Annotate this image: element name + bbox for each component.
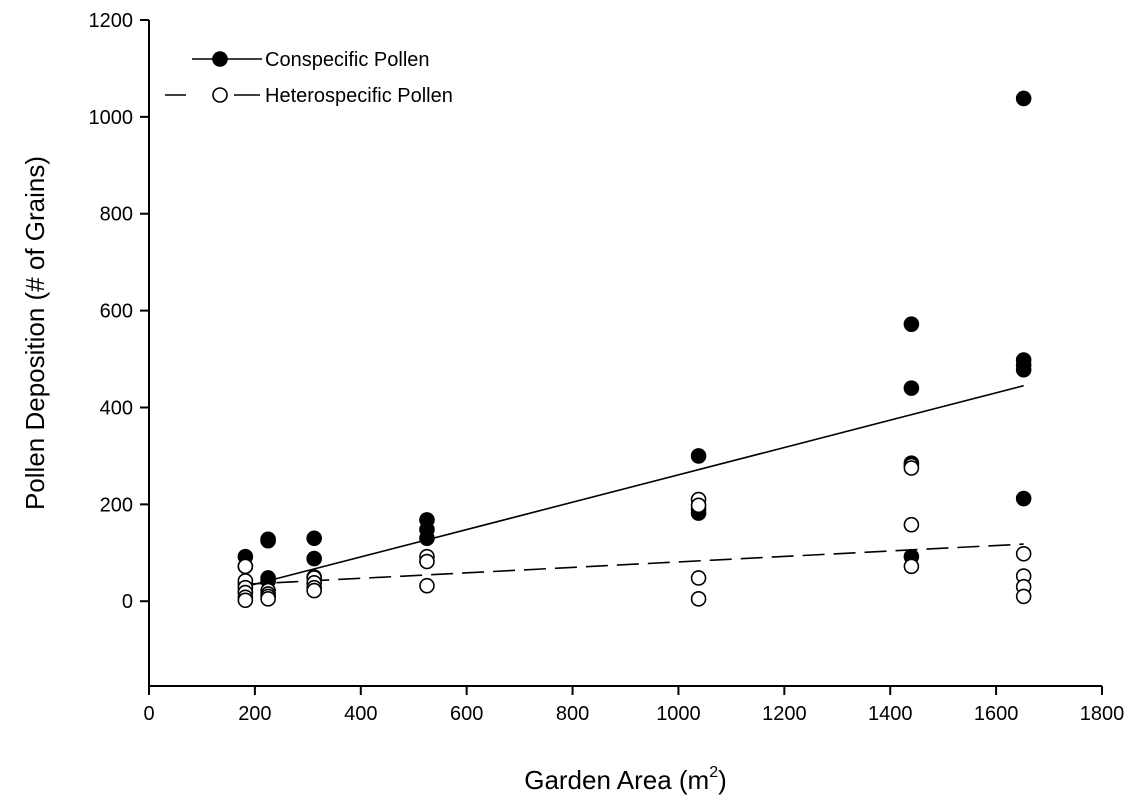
conspecific-point [419,530,435,547]
heterospecific-point [306,582,322,599]
heterospecific-point [1015,588,1032,605]
conspecific-point [903,380,920,396]
legend: Conspecific Pollen Heterospecific Pollen [165,49,453,107]
heterospecific-point [260,591,276,607]
x-axis-title: Garden Area (m2) [524,764,727,795]
heterospecific-point [690,591,707,607]
x-tick-label: 1200 [762,703,807,725]
data-points [237,90,1032,609]
x-tick-label: 1400 [868,703,913,725]
x-tick-label: 200 [238,703,271,725]
y-tick-label: 0 [122,591,133,613]
y-tick-label: 1200 [89,10,134,32]
trend-lines [245,384,1024,588]
x-tick-label: 1600 [974,703,1019,725]
y-tick-label: 1000 [89,107,134,129]
conspecific-point [260,532,276,549]
x-tick-label: 400 [344,703,377,725]
heterospecific-point [690,570,707,586]
legend-label-conspecific: Conspecific Pollen [265,49,430,71]
y-tick-label: 600 [100,301,133,323]
x-tick-label: 800 [556,703,589,725]
x-axis-title-main: Garden Area (m [524,765,709,795]
y-axis-title: Pollen Deposition (# of Grains) [20,156,50,510]
conspecific-point [306,530,322,547]
heterospecific-point [237,592,254,609]
y-tick-label: 400 [100,397,133,419]
conspecific-point [903,316,920,332]
x-tick-label: 1000 [656,703,701,725]
y-tick-label: 800 [100,204,133,226]
axes [148,20,1102,687]
legend-label-heterospecific: Heterospecific Pollen [265,85,453,107]
conspecific-point [1015,490,1032,507]
conspecific-point [1015,361,1032,378]
heterospecific-point [419,577,435,594]
x-axis-title-close: ) [718,765,727,795]
trend-line-conspecific [245,384,1024,588]
legend-marker-conspecific [212,51,228,67]
y-ticks: 0 200 400 600 800 1000 1200 [89,10,149,613]
heterospecific-point [237,558,254,575]
x-tick-label: 0 [143,703,154,725]
x-ticks: 0 200 400 600 800 1000 1200 1400 1600 1800 [143,686,1124,725]
heterospecific-point [903,460,920,476]
x-tick-label: 600 [450,703,483,725]
conspecific-point [1015,90,1032,107]
x-tick-label: 1800 [1080,703,1125,725]
legend-marker-heterospecific [212,87,228,103]
heterospecific-point [690,497,707,514]
x-axis-title-superscript: 2 [709,764,718,781]
conspecific-point [306,550,322,567]
conspecific-point [690,448,707,464]
heterospecific-point [419,553,435,570]
heterospecific-point [903,516,920,533]
y-tick-label: 200 [100,494,133,516]
heterospecific-point [903,558,920,575]
trend-line-heterospecific [245,543,1024,586]
heterospecific-point [1015,545,1032,562]
